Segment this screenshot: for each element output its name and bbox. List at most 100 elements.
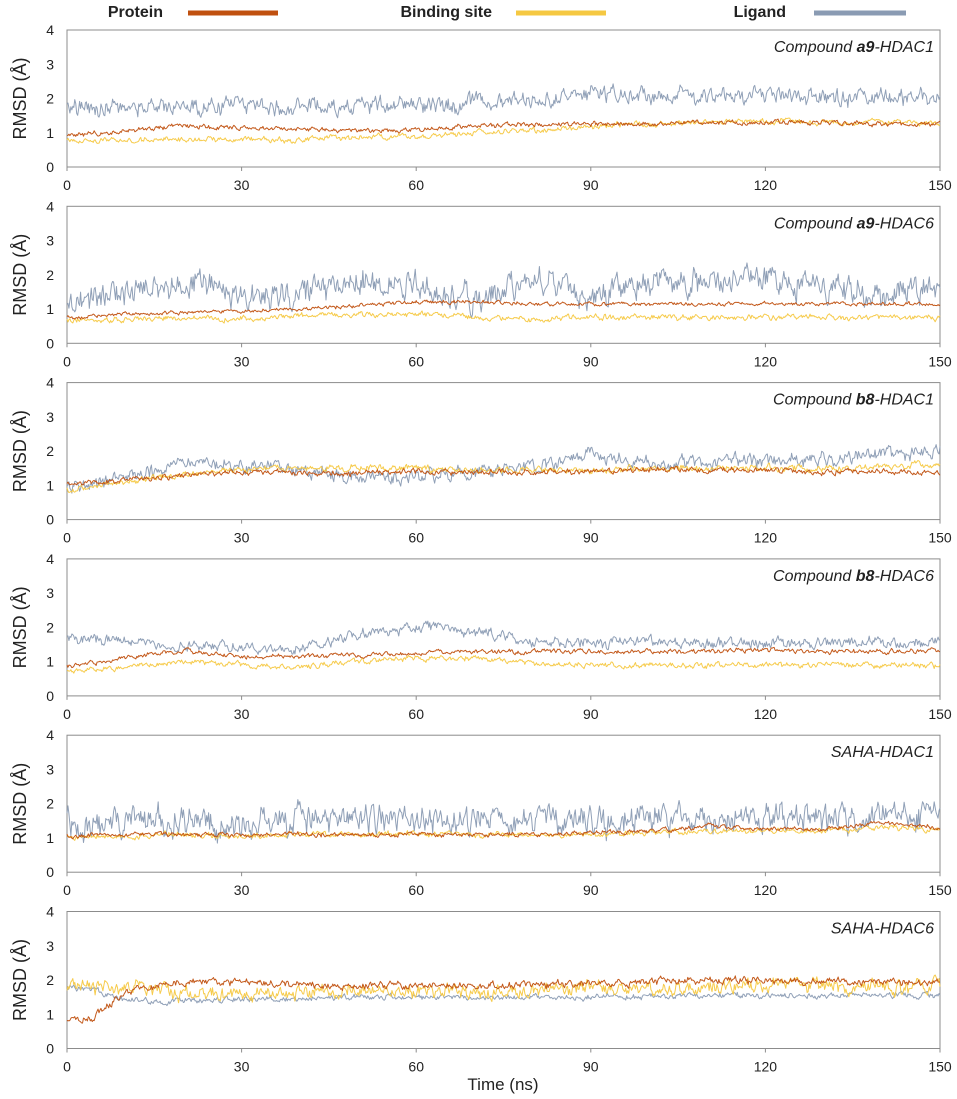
y-tick-label: 3 xyxy=(46,761,54,777)
legend-label-binding-site: Binding site xyxy=(400,4,492,21)
x-tick-label: 150 xyxy=(928,1059,952,1075)
x-tick-label: 150 xyxy=(928,706,952,722)
x-tick-label: 120 xyxy=(754,177,778,193)
legend-label-ligand: Ligand xyxy=(734,4,786,21)
x-tick-label: 60 xyxy=(408,706,424,722)
panel-title-prefix: Compound xyxy=(773,568,856,585)
x-tick-label: 90 xyxy=(583,177,599,193)
x-tick-label: 30 xyxy=(234,530,250,546)
x-tick-label: 120 xyxy=(754,882,778,898)
x-tick-label: 120 xyxy=(754,353,778,369)
x-tick-label: 120 xyxy=(754,706,778,722)
y-axis-label: RMSD (Å) xyxy=(10,58,30,140)
plot-frame xyxy=(66,382,941,521)
y-tick-label: 0 xyxy=(46,512,54,528)
x-tick-label: 0 xyxy=(63,706,71,722)
x-tick-label: 90 xyxy=(583,1059,599,1075)
x-tick-label: 150 xyxy=(928,177,952,193)
y-tick-label: 0 xyxy=(46,688,54,704)
panel-title: SAHA-HDAC1 xyxy=(831,744,934,761)
y-tick-label: 4 xyxy=(46,727,54,743)
x-tick-label: 90 xyxy=(583,353,599,369)
series-line-binding-site xyxy=(66,824,941,841)
x-tick-label: 150 xyxy=(928,882,952,898)
series-line-protein xyxy=(66,299,941,320)
legend-label-protein: Protein xyxy=(108,4,163,21)
plot-frame xyxy=(66,911,941,1049)
plot-frame xyxy=(66,734,941,873)
y-tick-label: 1 xyxy=(46,125,54,141)
chart-panel-2: 0 1 2 3 4 0 30 60 90 120 150 RMSD (Å) Compound a9-HD… xyxy=(10,198,952,369)
x-tick-label: 0 xyxy=(63,530,71,546)
y-tick-label: 3 xyxy=(46,233,54,249)
chart-panel-6: 0 1 2 3 4 0 30 60 90 120 150 RMSD (Å) SAHA-HDAC6 xyxy=(10,904,952,1075)
y-tick-label: 3 xyxy=(46,56,54,72)
panel-title-compound: a9 xyxy=(857,215,875,232)
series-line-protein xyxy=(66,820,941,840)
panel-title-target: -HDAC6 xyxy=(874,215,934,232)
x-tick-label: 60 xyxy=(408,882,424,898)
series-line-ligand xyxy=(66,83,941,119)
chart-panel-5: 0 1 2 3 4 0 30 60 90 120 150 RMSD (Å) SAHA-HDAC1 xyxy=(10,727,952,898)
y-tick-label: 4 xyxy=(46,375,54,391)
y-tick-label: 3 xyxy=(46,585,54,601)
series-line-protein xyxy=(66,466,941,486)
panel-title: Compound b8-HDAC1 xyxy=(773,392,934,409)
panel-title-prefix: Compound xyxy=(774,39,857,56)
y-tick-label: 1 xyxy=(46,477,54,493)
chart-panel-4: 0 1 2 3 4 0 30 60 90 120 150 RMSD (Å) Compound b8-HD… xyxy=(10,551,952,722)
series-line-ligand xyxy=(66,799,941,844)
series-line-protein xyxy=(66,118,941,137)
y-tick-label: 2 xyxy=(46,619,54,635)
panel-title-target: SAHA-HDAC1 xyxy=(831,744,934,761)
y-tick-label: 2 xyxy=(46,91,54,107)
y-axis-label: RMSD (Å) xyxy=(10,763,30,845)
plot-frame xyxy=(66,29,941,168)
panel-title-compound: b8 xyxy=(856,392,875,409)
x-tick-label: 0 xyxy=(63,1059,71,1075)
series-line-binding-site xyxy=(66,117,941,144)
x-tick-label: 150 xyxy=(928,530,952,546)
x-tick-label: 0 xyxy=(63,353,71,369)
series-line-binding-site xyxy=(66,654,941,674)
panel-title: SAHA-HDAC6 xyxy=(831,921,934,938)
chart-panel-1: 0 1 2 3 4 0 30 60 90 120 150 RMSD (Å) Compound a9-HD… xyxy=(10,22,952,193)
y-tick-label: 1 xyxy=(46,301,54,317)
y-tick-label: 0 xyxy=(46,159,54,175)
y-axis-label: RMSD (Å) xyxy=(10,234,30,316)
series-line-binding-site xyxy=(66,460,941,494)
panel-title-prefix: Compound xyxy=(774,215,857,232)
x-tick-label: 0 xyxy=(63,177,71,193)
x-tick-label: 30 xyxy=(234,353,250,369)
y-tick-label: 4 xyxy=(46,551,54,567)
x-tick-label: 120 xyxy=(754,1059,778,1075)
series-line-ligand xyxy=(66,444,941,494)
x-tick-label: 60 xyxy=(408,530,424,546)
x-tick-label: 60 xyxy=(408,177,424,193)
panel-title: Compound b8-HDAC6 xyxy=(773,568,934,585)
y-tick-label: 4 xyxy=(46,904,54,920)
x-tick-label: 60 xyxy=(408,353,424,369)
y-tick-label: 2 xyxy=(46,972,54,988)
y-axis-label: RMSD (Å) xyxy=(10,586,30,668)
panel-title: Compound a9-HDAC1 xyxy=(774,39,934,56)
panel-title: Compound a9-HDAC6 xyxy=(774,215,934,232)
series-line-binding-site xyxy=(66,310,941,324)
y-tick-label: 1 xyxy=(46,830,54,846)
y-tick-label: 1 xyxy=(46,654,54,670)
y-axis-label: RMSD (Å) xyxy=(10,939,30,1021)
series-line-protein xyxy=(66,975,941,1024)
plot-frame xyxy=(66,205,941,344)
x-tick-label: 90 xyxy=(583,882,599,898)
series-line-binding-site xyxy=(66,974,941,1004)
y-axis-label: RMSD (Å) xyxy=(10,410,30,492)
chart-panel-3: 0 1 2 3 4 0 30 60 90 120 150 RMSD (Å) Compound b8-HD… xyxy=(10,375,952,546)
x-tick-label: 30 xyxy=(234,1059,250,1075)
x-tick-label: 90 xyxy=(583,530,599,546)
y-tick-label: 2 xyxy=(46,267,54,283)
plot-frame xyxy=(66,558,941,697)
y-tick-label: 0 xyxy=(46,335,54,351)
series-line-ligand xyxy=(66,262,941,319)
